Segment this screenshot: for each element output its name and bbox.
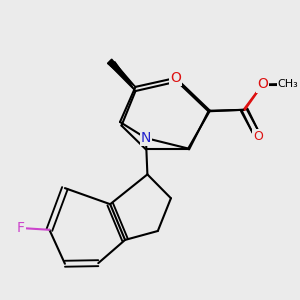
Polygon shape — [110, 62, 136, 91]
Text: N: N — [141, 131, 151, 145]
Text: O: O — [257, 77, 268, 92]
Text: O: O — [170, 71, 181, 85]
Text: CH₃: CH₃ — [278, 79, 298, 89]
Text: F: F — [17, 221, 25, 235]
Polygon shape — [107, 59, 136, 87]
Text: O: O — [253, 130, 263, 143]
